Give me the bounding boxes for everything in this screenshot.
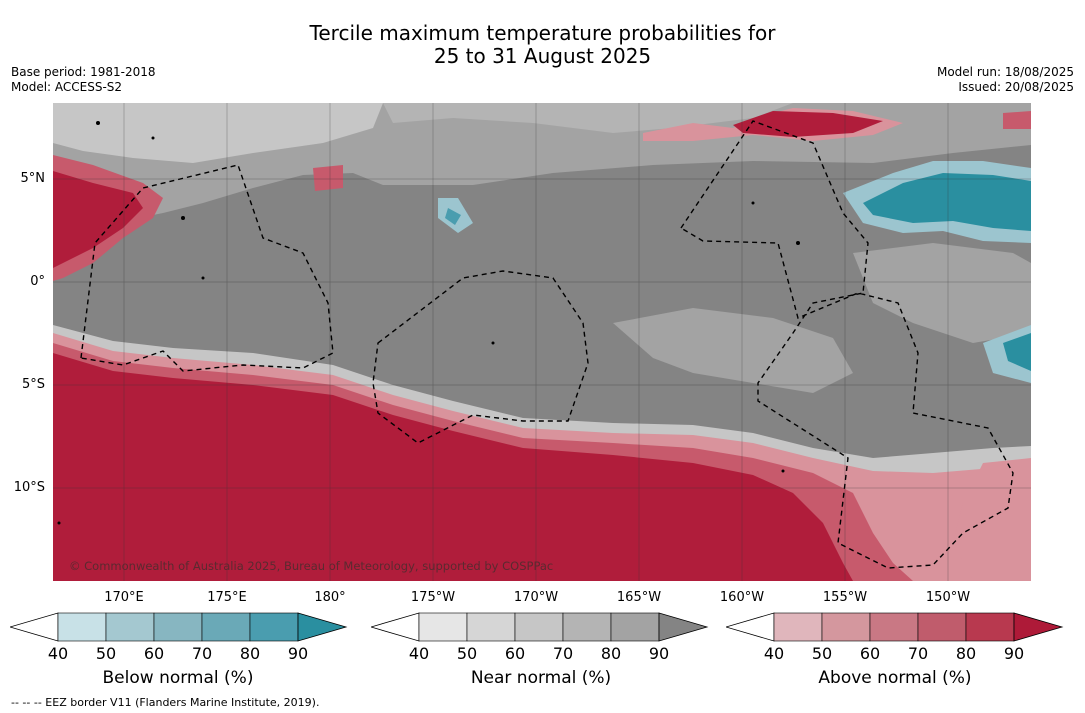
lon-label-180: 180° — [314, 590, 346, 605]
colorbar-title-near: Near normal (%) — [470, 668, 612, 688]
lon-label-170e: 170°E — [104, 590, 144, 605]
colorbar-tick-label: 90 — [1003, 644, 1025, 663]
lat-label-10s: 10°S — [13, 480, 45, 495]
colorbar-segment — [418, 612, 468, 642]
colorbar-near — [371, 612, 709, 642]
colorbar-segment — [821, 612, 871, 642]
above-normal-strong-north — [733, 111, 883, 137]
map-title: Tercile maximum temperature probabilitie… — [0, 22, 1085, 68]
colorbar-tick-label: 40 — [763, 644, 785, 663]
island — [491, 341, 495, 345]
colorbar-segment — [466, 612, 516, 642]
above-normal-small-patch — [313, 165, 343, 191]
colorbar-tick-label: 90 — [648, 644, 670, 663]
above-normal-northeast — [1003, 111, 1031, 129]
near-normal-mid-patch — [613, 308, 853, 393]
colorbar-tick-label: 60 — [504, 644, 526, 663]
colorbar-tick-label: 60 — [859, 644, 881, 663]
island — [96, 121, 100, 125]
eez-border-east — [680, 120, 1014, 569]
colorbar-max-triangle — [658, 612, 709, 642]
below-normal-small-core — [445, 208, 461, 225]
above-normal-west-strong — [53, 171, 143, 268]
eez-border-central — [372, 270, 589, 444]
colorbar-tick-label: 80 — [239, 644, 261, 663]
model-run: Model run: 18/08/2025 — [936, 65, 1074, 79]
eez-borders — [80, 120, 1014, 569]
colorbar-below — [10, 612, 348, 642]
colorbar-max-triangle — [297, 612, 348, 642]
colorbar-segment — [105, 612, 155, 642]
islands — [57, 121, 800, 525]
colorbar-tick-label: 90 — [287, 644, 309, 663]
graticule — [53, 103, 1031, 581]
colorbar-tick-label: 40 — [408, 644, 430, 663]
eez-footnote: -- -- -- EEZ border V11 (Flanders Marine… — [11, 696, 320, 709]
colorbar-segment — [965, 612, 1015, 642]
colorbar-segment — [869, 612, 919, 642]
lon-label-155w: 155°W — [822, 590, 868, 605]
title-line-2: 25 to 31 August 2025 — [433, 44, 652, 68]
base-period: Base period: 1981-2018 — [11, 65, 156, 79]
colorbar-tick-label: 50 — [95, 644, 117, 663]
island — [751, 201, 755, 205]
colorbar-above — [726, 612, 1064, 642]
colorbar-min-triangle — [726, 612, 775, 642]
metadata-right: Model run: 18/08/2025 Issued: 20/08/2025 — [937, 65, 1074, 95]
colorbar-min-triangle — [371, 612, 420, 642]
below-normal-strong-northeast — [863, 173, 1031, 231]
near-normal-light-north — [53, 103, 383, 163]
issued-date: Issued: 20/08/2025 — [958, 80, 1074, 94]
lon-label-175w: 175°W — [410, 590, 456, 605]
colorbar-title-below: Below normal (%) — [102, 668, 254, 688]
lon-label-165w: 165°W — [616, 590, 662, 605]
colorbar-tick-label: 40 — [47, 644, 69, 663]
colorbar-segment — [514, 612, 564, 642]
island — [57, 521, 61, 525]
island — [181, 216, 185, 220]
island — [781, 469, 785, 473]
metadata-left: Base period: 1981-2018 Model: ACCESS-S2 — [11, 65, 156, 95]
above-normal-light-southeast — [953, 458, 1031, 581]
colorbar-tick-label: 80 — [955, 644, 977, 663]
colorbar-segment — [57, 612, 107, 642]
colorbar-tick-label: 50 — [811, 644, 833, 663]
lat-label-5s: 5°S — [21, 377, 45, 392]
lon-label-160w: 160°W — [719, 590, 765, 605]
colorbar-tick-label: 60 — [143, 644, 165, 663]
colorbar-segment — [153, 612, 203, 642]
model-name: Model: ACCESS-S2 — [11, 80, 123, 94]
island — [201, 276, 205, 280]
above-normal-strong-south — [53, 353, 853, 581]
colorbar-min-triangle — [10, 612, 59, 642]
colorbar-tick-label: 70 — [552, 644, 574, 663]
lon-label-150w: 150°W — [925, 590, 971, 605]
colorbar-max-triangle — [1013, 612, 1064, 642]
colorbar-title-above: Above normal (%) — [818, 668, 972, 688]
colorbar-tick-label: 50 — [456, 644, 478, 663]
colorbar-segment — [201, 612, 251, 642]
colorbar-segment — [249, 612, 299, 642]
colorbar-segment — [610, 612, 660, 642]
lat-label-0: 0° — [30, 274, 45, 289]
probability-map — [53, 103, 1031, 581]
island — [796, 241, 800, 245]
lon-label-175e: 175°E — [207, 590, 247, 605]
colorbar-tick-label: 80 — [600, 644, 622, 663]
colorbar-tick-label: 70 — [191, 644, 213, 663]
colorbar-segment — [562, 612, 612, 642]
below-normal-strong-east — [1003, 333, 1031, 371]
lon-label-170w: 170°W — [513, 590, 559, 605]
island — [151, 136, 155, 140]
near-normal-east-patch — [853, 243, 1031, 343]
copyright-notice: © Commonwealth of Australia 2025, Bureau… — [69, 559, 554, 573]
lat-label-5n: 5°N — [20, 171, 46, 186]
colorbar-segment — [917, 612, 967, 642]
colorbar-segment — [773, 612, 823, 642]
title-line-1: Tercile maximum temperature probabilitie… — [309, 21, 776, 45]
eez-border-west — [80, 164, 334, 372]
colorbar-tick-label: 70 — [907, 644, 929, 663]
